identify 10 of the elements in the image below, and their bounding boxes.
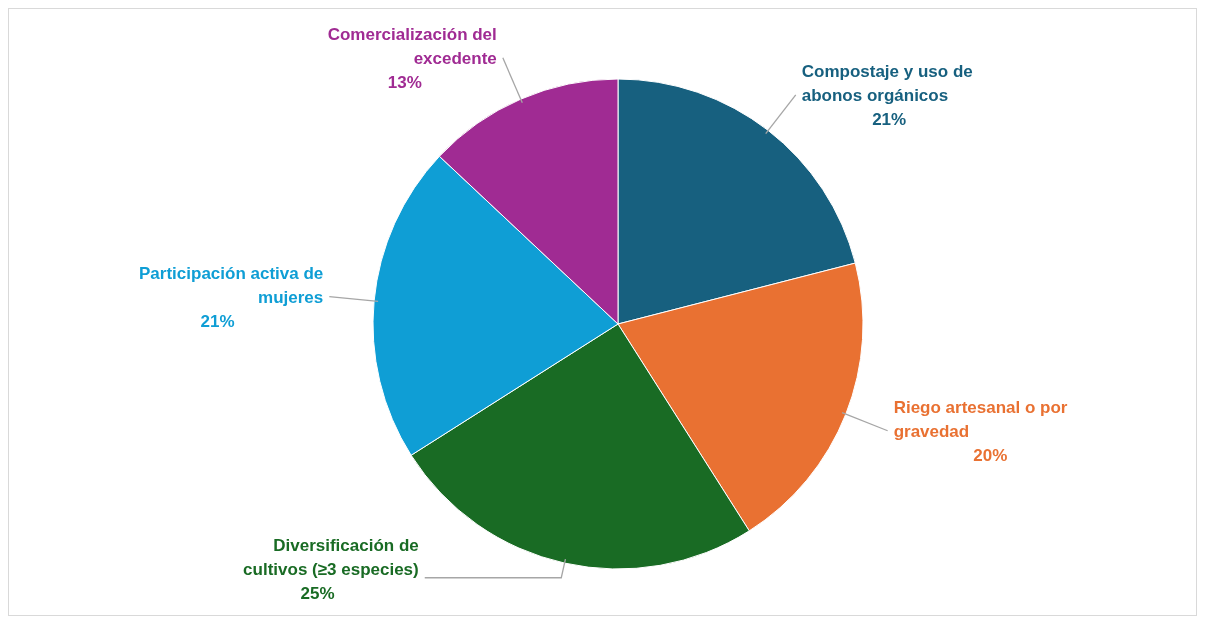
slice-label: Comercialización del excedente (327, 24, 497, 68)
slice-label: Participación activa de mujeres (139, 263, 324, 307)
slice-label: Riego artesanal o por gravedad (893, 397, 1068, 441)
data-label: 21% (872, 109, 907, 129)
data-label: 21% (200, 311, 235, 331)
slice-label: Compostaje y uso de abonos orgánicos (801, 61, 973, 105)
data-label: 13% (387, 72, 422, 92)
data-label: 25% (300, 584, 335, 603)
data-label: 20% (973, 445, 1008, 465)
slice-label: Diversificación de cultivos (≥3 especies) (243, 536, 419, 579)
